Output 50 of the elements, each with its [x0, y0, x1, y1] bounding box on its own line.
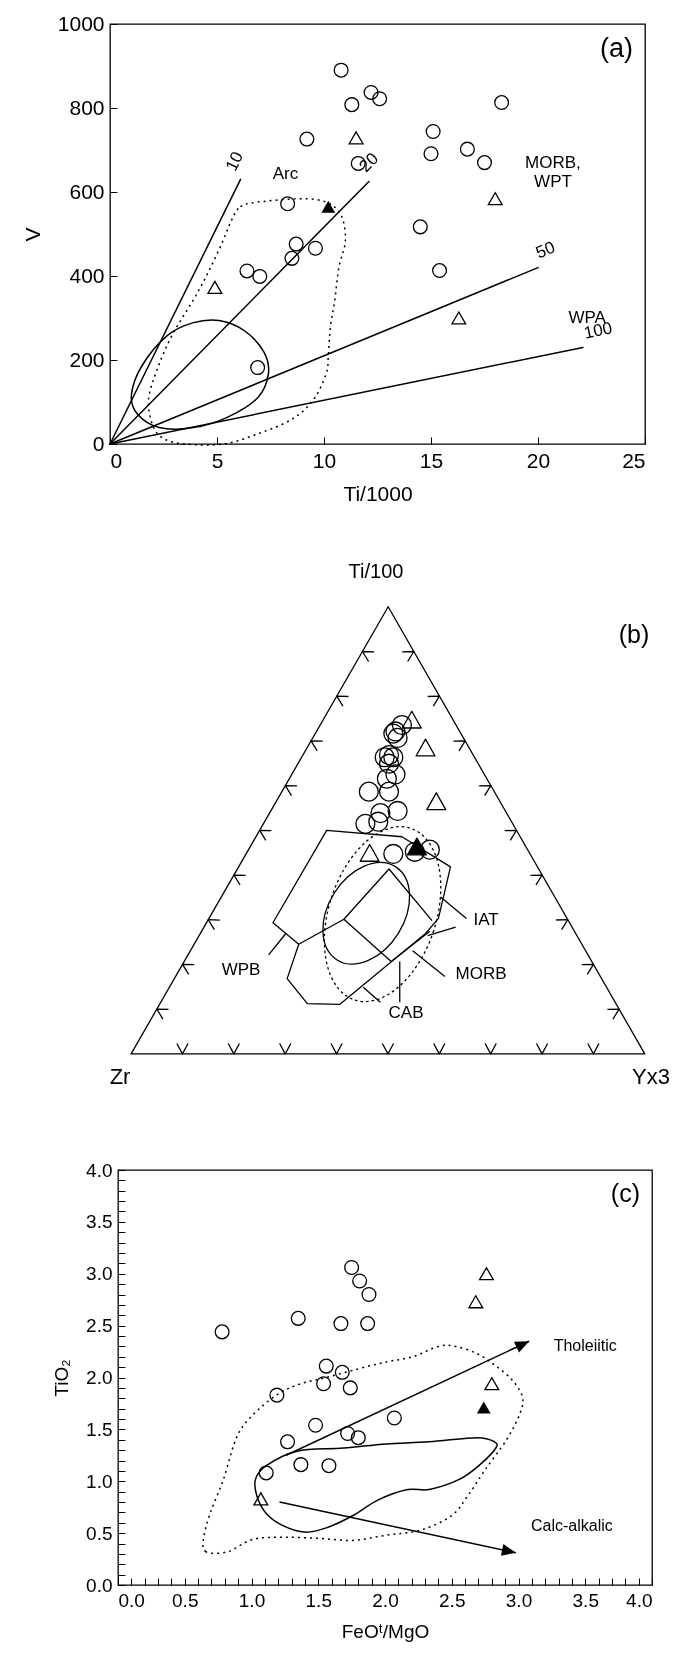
x-tick-label: 0.0 — [118, 1589, 145, 1611]
y-tick-label: 2.5 — [86, 1315, 113, 1337]
y-tick-label: 800 — [69, 95, 105, 119]
x-tick-label: 1.0 — [238, 1589, 266, 1611]
annotation: MORB, WPT — [525, 153, 581, 192]
x-axis-title: Ti/1000 — [343, 481, 413, 505]
y-axis-title: V — [20, 227, 44, 242]
x-axis-title: FeOᵗ/MgO — [341, 1620, 430, 1642]
y-tick-label: 1000 — [57, 11, 105, 35]
text: Ti/100 — [348, 560, 404, 582]
text: Zr — [109, 1064, 131, 1089]
annotation: Tholeiitic — [553, 1337, 617, 1355]
text: CAB — [388, 1003, 424, 1022]
y-tick-label: 0.0 — [86, 1574, 113, 1596]
y-tick-label: 3.0 — [86, 1263, 113, 1285]
y-tick-label: 2.0 — [86, 1367, 113, 1388]
x-tick-label: 1.5 — [305, 1589, 332, 1611]
y-tick-label: 200 — [69, 347, 105, 371]
annotation: (a) — [600, 33, 633, 63]
x-tick-label: 15 — [419, 448, 444, 472]
annotation: Calc-alkalic — [531, 1516, 613, 1534]
y-axis-title: TiO₂ — [51, 1359, 73, 1397]
x-tick-label: 20 — [526, 448, 551, 472]
y-tick-label: 3.5 — [86, 1211, 113, 1233]
y-tick-label: 0.5 — [86, 1522, 113, 1544]
x-tick-label: 2.0 — [372, 1589, 399, 1611]
text: (b) — [618, 620, 650, 648]
x-tick-label: 10 — [312, 448, 337, 472]
text: WPB — [221, 960, 261, 979]
text: IAT — [473, 910, 499, 929]
text: MORB — [455, 964, 507, 983]
annotation: (c) — [610, 1179, 640, 1207]
y-tick-label: 4.0 — [86, 1159, 113, 1181]
y-tick-label: 400 — [69, 263, 105, 287]
text: 10 — [221, 148, 248, 175]
text: Yx3 — [632, 1064, 670, 1089]
y-tick-label: 1.5 — [86, 1418, 113, 1440]
x-tick-label: 2.5 — [439, 1589, 466, 1611]
x-tick-label: 4.0 — [626, 1589, 653, 1611]
x-tick-label: 3.5 — [572, 1589, 599, 1611]
y-tick-label: 0 — [92, 431, 105, 455]
text: 20 — [355, 149, 383, 176]
x-tick-label: 0.5 — [172, 1589, 199, 1611]
x-tick-label: 3.0 — [505, 1589, 533, 1611]
y-tick-label: 600 — [69, 179, 105, 203]
annotation: Arc — [272, 164, 299, 184]
x-tick-label: 25 — [622, 448, 646, 472]
text: 50 — [532, 237, 558, 263]
x-tick-label: 5 — [211, 448, 224, 472]
y-tick-label: 1.0 — [86, 1470, 113, 1492]
